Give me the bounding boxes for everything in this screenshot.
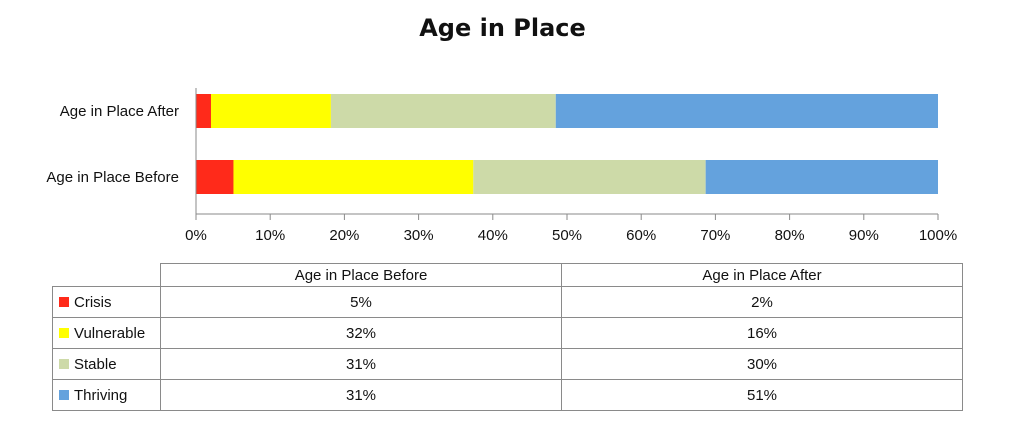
row-label: Crisis	[74, 293, 112, 311]
column-header: Age in Place After	[561, 263, 963, 287]
bar-stable-1	[473, 160, 706, 194]
category-label: Age in Place Before	[46, 169, 179, 186]
category-label: Age in Place After	[60, 103, 179, 120]
x-tick-label: 80%	[775, 227, 805, 244]
table-row: Vulnerable 32% 16%	[52, 317, 963, 349]
column-header: Age in Place Before	[160, 263, 562, 287]
x-tick-label: 70%	[700, 227, 730, 244]
table-cell: 31%	[160, 348, 562, 380]
row-label: Stable	[74, 355, 117, 373]
bar-group	[196, 94, 938, 194]
x-axis	[195, 88, 939, 220]
table-cell: 5%	[160, 286, 562, 318]
bar-thriving-0	[555, 94, 938, 128]
table-cell: 2%	[561, 286, 963, 318]
bar-vulnerable-1	[233, 160, 474, 194]
row-header: Crisis	[52, 286, 161, 318]
bar-crisis-0	[196, 94, 211, 128]
stacked-bar-chart: 0% 10% 20% 30% 40% 50% 60% 70% 80% 90% 100% Age in…	[46, 88, 957, 244]
legend-swatch-vulnerable	[59, 327, 69, 338]
x-tick-label: 10%	[255, 227, 285, 244]
category-labels: Age in Place After Age in Place Before	[46, 103, 179, 186]
legend-swatch-thriving	[59, 389, 69, 400]
bar-vulnerable-0	[210, 94, 331, 128]
row-header: Vulnerable	[52, 317, 161, 349]
x-tick-label: 50%	[552, 227, 582, 244]
bar-crisis-1	[196, 160, 234, 194]
table-cell: 31%	[160, 379, 562, 411]
row-header: Thriving	[52, 379, 161, 411]
bar-thriving-1	[705, 160, 938, 194]
table-cell: 16%	[561, 317, 963, 349]
x-tick-label: 30%	[404, 227, 434, 244]
chart-title: Age in Place	[419, 14, 586, 42]
x-tick-label: 20%	[329, 227, 359, 244]
table-corner	[52, 263, 161, 287]
table-header-row: Age in Place Before Age in Place After	[52, 263, 963, 287]
table-cell: 51%	[561, 379, 963, 411]
row-label: Vulnerable	[74, 324, 146, 342]
legend-swatch-stable	[59, 358, 69, 369]
table-cell: 30%	[561, 348, 963, 380]
x-tick-label: 60%	[626, 227, 656, 244]
table-row: Thriving 31% 51%	[52, 379, 963, 411]
bar-stable-0	[330, 94, 556, 128]
x-tick-label: 0%	[185, 227, 207, 244]
table-row: Stable 31% 30%	[52, 348, 963, 380]
x-tick-label: 40%	[478, 227, 508, 244]
x-tick-label: 90%	[849, 227, 879, 244]
legend-swatch-crisis	[59, 296, 69, 307]
table-cell: 32%	[160, 317, 562, 349]
row-label: Thriving	[74, 386, 128, 404]
data-table: Age in Place Before Age in Place After C…	[52, 263, 963, 411]
x-tick-labels: 0% 10% 20% 30% 40% 50% 60% 70% 80% 90% 100%	[185, 227, 957, 244]
row-header: Stable	[52, 348, 161, 380]
table-row: Crisis 5% 2%	[52, 286, 963, 318]
x-tick-label: 100%	[919, 227, 957, 244]
